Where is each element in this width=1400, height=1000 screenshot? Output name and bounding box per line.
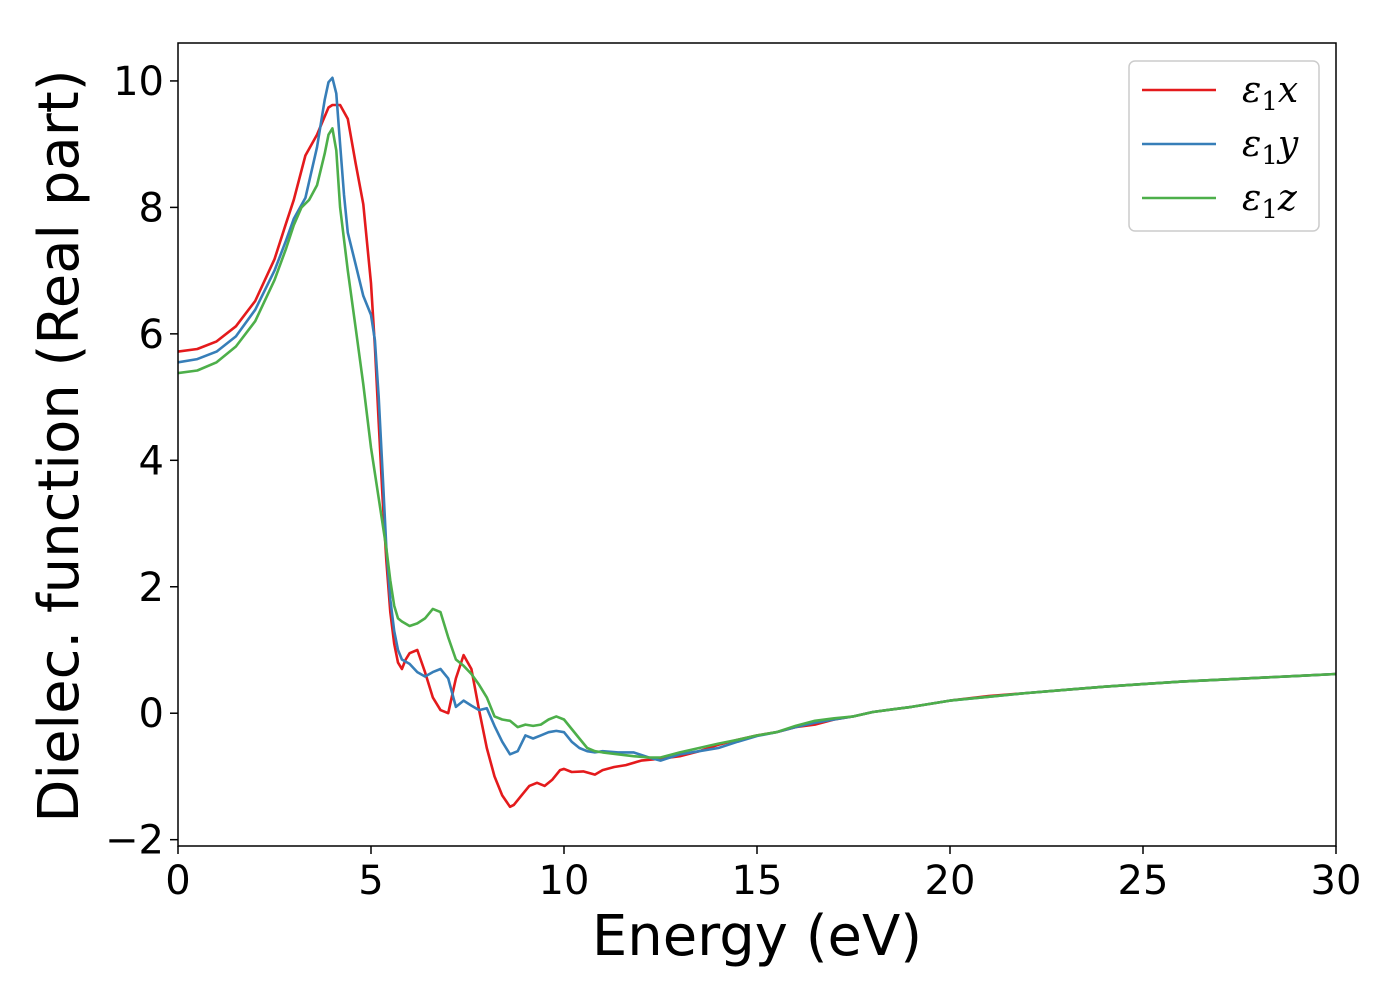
legend: ε1x ε1y ε1z — [1128, 60, 1320, 232]
y-axis-ticks: −2 0 2 4 6 8 10 — [105, 59, 178, 864]
y-tick-label: 4 — [139, 438, 164, 484]
series-line-z — [178, 127, 1336, 759]
y-axis-title: Dielec. function (Real part) — [27, 69, 92, 822]
legend-box — [1128, 60, 1320, 232]
x-tick-label: 5 — [358, 858, 383, 904]
y-tick-label: 2 — [139, 565, 164, 611]
x-tick-label: 25 — [1118, 858, 1169, 904]
x-tick-label: 15 — [732, 858, 783, 904]
legend-label-z: ε1z — [1242, 178, 1298, 225]
legend-label-y: ε1y — [1242, 124, 1299, 171]
y-tick-label: 10 — [113, 59, 164, 105]
y-tick-label: 0 — [139, 691, 164, 737]
x-axis-ticks: 0 5 10 15 20 25 30 — [165, 846, 1361, 904]
x-tick-label: 30 — [1311, 858, 1362, 904]
y-tick-label: 8 — [139, 185, 164, 231]
x-tick-label: 10 — [539, 858, 590, 904]
legend-label-x: ε1x — [1242, 70, 1298, 117]
x-axis-title: Energy (eV) — [592, 904, 922, 969]
y-tick-label: 6 — [139, 312, 164, 358]
x-tick-label: 0 — [165, 858, 190, 904]
y-tick-label: −2 — [105, 818, 164, 864]
series-layer — [178, 76, 1336, 809]
x-tick-label: 20 — [925, 858, 976, 904]
